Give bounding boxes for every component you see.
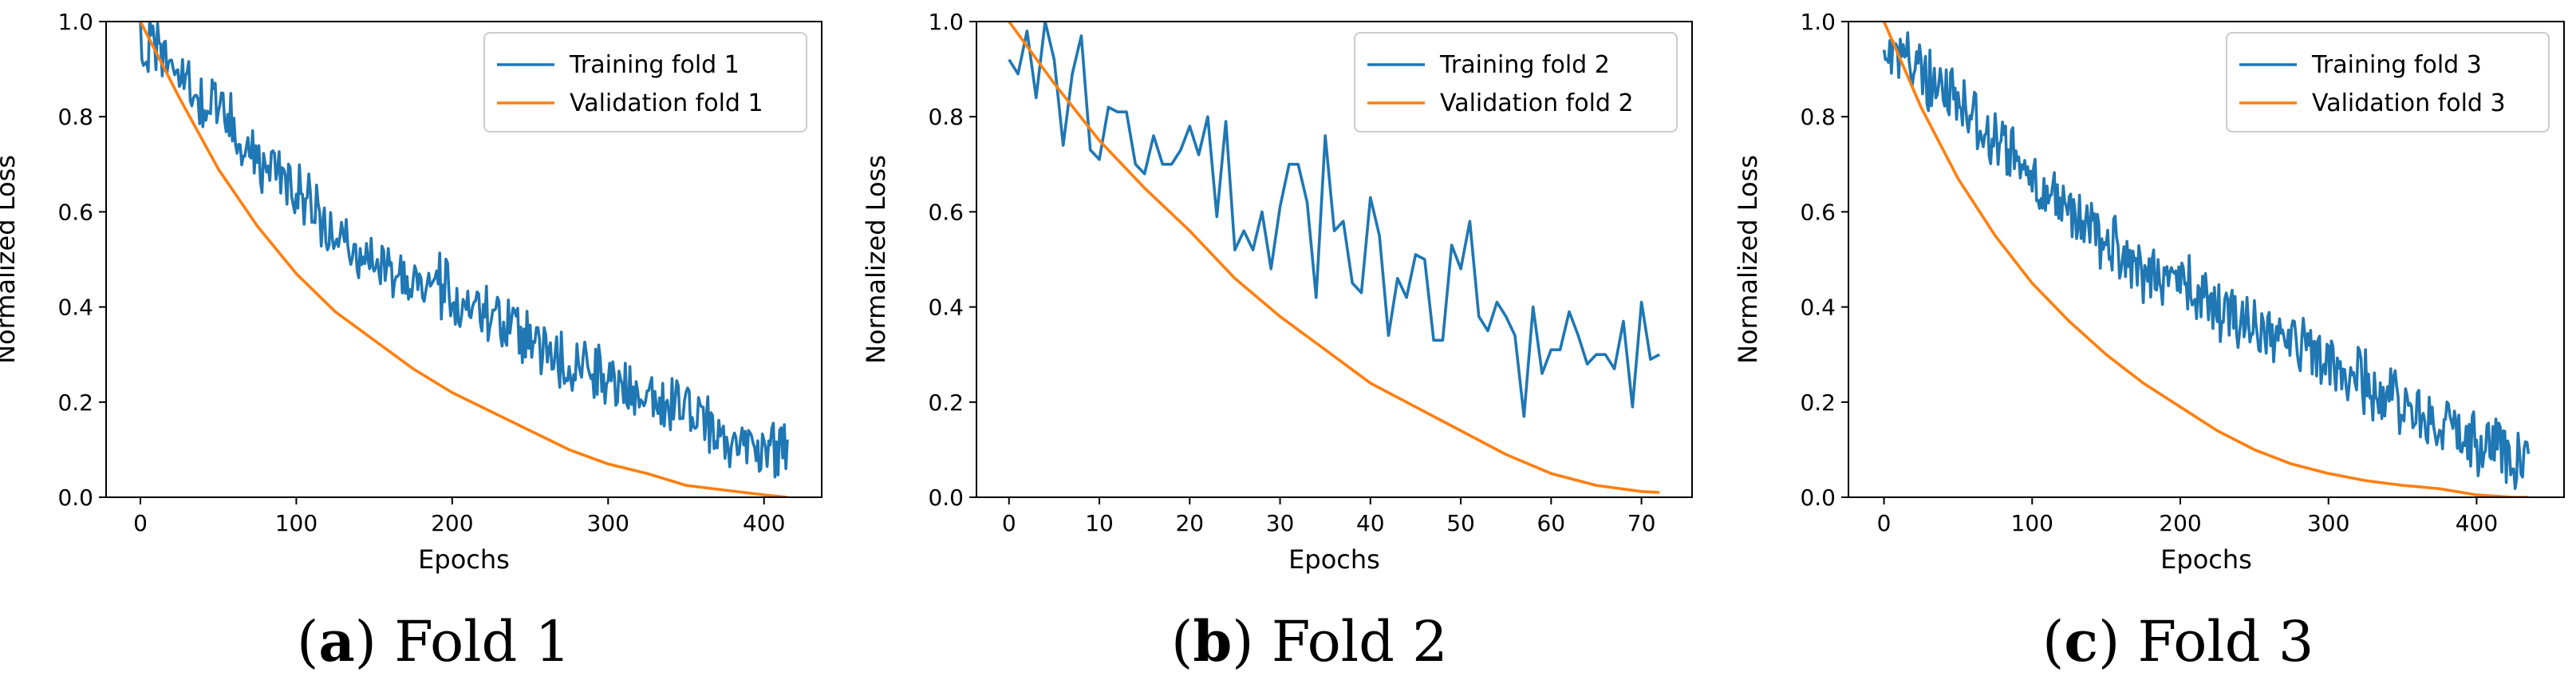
x-tick-label: 20 — [1175, 510, 1204, 536]
x-tick-label: 100 — [2011, 510, 2053, 536]
x-tick-label: 400 — [743, 510, 785, 536]
legend-label-validation: Validation fold 2 — [1440, 89, 1634, 117]
y-axis-label: Normalized Loss — [0, 155, 21, 364]
y-tick-label: 0.6 — [57, 199, 93, 225]
x-tick-label: 200 — [431, 510, 473, 536]
y-tick-label: 0.0 — [1800, 484, 1836, 511]
plot-frame — [105, 21, 823, 498]
series-line-validation — [1882, 22, 2529, 497]
x-tick-label: 60 — [1537, 510, 1565, 536]
legend-label-training: Training fold 1 — [569, 51, 740, 79]
chart-panel-3: 0 100 200 300 400 0.0 0.2 0.4 0.6 0.8 1.0 Epochs Nor… — [1733, 9, 2565, 575]
caption-a-letter: a — [318, 608, 355, 674]
legend-label-training: Training fold 3 — [2311, 51, 2482, 79]
x-tick-label: 300 — [2307, 510, 2349, 536]
y-tick-label: 1.0 — [928, 9, 964, 35]
series-line-training — [139, 22, 789, 479]
y-tick-label: 0.2 — [57, 390, 93, 416]
caption-b-letter: b — [1193, 608, 1233, 674]
caption-b: (b) Fold 2 — [1171, 608, 1448, 674]
chart-panel-1: 0 100 200 300 400 0.0 0.2 0.4 0.6 0.8 1.0 Epochs Nor… — [0, 9, 823, 575]
x-tick-label: 100 — [275, 510, 318, 536]
x-tick-label: 0 — [133, 510, 148, 536]
y-tick-label: 0.6 — [928, 199, 964, 225]
plot-frame — [1848, 21, 2565, 498]
y-tick-label: 0.6 — [1800, 199, 1836, 225]
legend-box — [2226, 32, 2550, 132]
legend-box — [483, 32, 807, 132]
caption-c: (c) Fold 3 — [2042, 608, 2314, 674]
y-tick-label: 0.8 — [928, 104, 964, 130]
x-axis-label: Epochs — [2160, 544, 2252, 575]
y-tick-label: 0.4 — [57, 295, 93, 321]
chart-panel-2: 0 10 20 30 40 50 60 70 0.0 0.2 0.4 0.6 0.8 1.0 Epochs N… — [861, 9, 1693, 575]
x-tick-label: 70 — [1627, 510, 1656, 536]
y-tick-label: 0.2 — [928, 390, 964, 416]
legend-label-validation: Validation fold 1 — [570, 89, 763, 117]
caption-c-letter: c — [2064, 608, 2098, 674]
y-tick-label: 0.8 — [1800, 104, 1836, 130]
y-tick-label: 0.4 — [928, 295, 964, 321]
series-line-validation — [139, 22, 788, 497]
caption-a: (a) Fold 1 — [297, 608, 571, 674]
x-tick-label: 50 — [1446, 510, 1475, 536]
y-axis-label: Normalized Loss — [861, 155, 891, 364]
x-tick-label: 300 — [587, 510, 629, 536]
x-tick-label: 0 — [1877, 510, 1892, 536]
y-tick-label: 0.4 — [1800, 295, 1836, 321]
caption-a-text: Fold 1 — [394, 609, 571, 674]
x-tick-label: 30 — [1266, 510, 1295, 536]
y-tick-label: 0.0 — [57, 484, 93, 511]
y-tick-label: 1.0 — [57, 9, 93, 35]
caption-c-text: Fold 3 — [2137, 609, 2314, 674]
y-tick-label: 0.0 — [928, 484, 964, 511]
plot-frame — [976, 21, 1693, 498]
series-line-training — [1882, 31, 2531, 490]
x-tick-label: 200 — [2159, 510, 2201, 536]
x-axis-label: Epochs — [418, 544, 510, 575]
y-axis-label: Normalized Loss — [1733, 155, 1763, 364]
series-line-validation — [1008, 22, 1660, 494]
y-tick-label: 1.0 — [1800, 9, 1836, 35]
series-line-training — [1008, 22, 1661, 418]
y-tick-label: 0.8 — [57, 104, 93, 130]
legend-label-validation: Validation fold 3 — [2312, 89, 2506, 117]
x-tick-label: 400 — [2456, 510, 2498, 536]
legend-label-training: Training fold 2 — [1439, 51, 1610, 79]
y-tick-label: 0.2 — [1800, 390, 1836, 416]
x-tick-label: 10 — [1085, 510, 1114, 536]
x-axis-label: Epochs — [1288, 544, 1380, 575]
caption-b-text: Fold 2 — [1271, 609, 1448, 674]
x-tick-label: 40 — [1356, 510, 1385, 536]
legend-box — [1354, 32, 1678, 132]
x-tick-label: 0 — [1002, 510, 1016, 536]
